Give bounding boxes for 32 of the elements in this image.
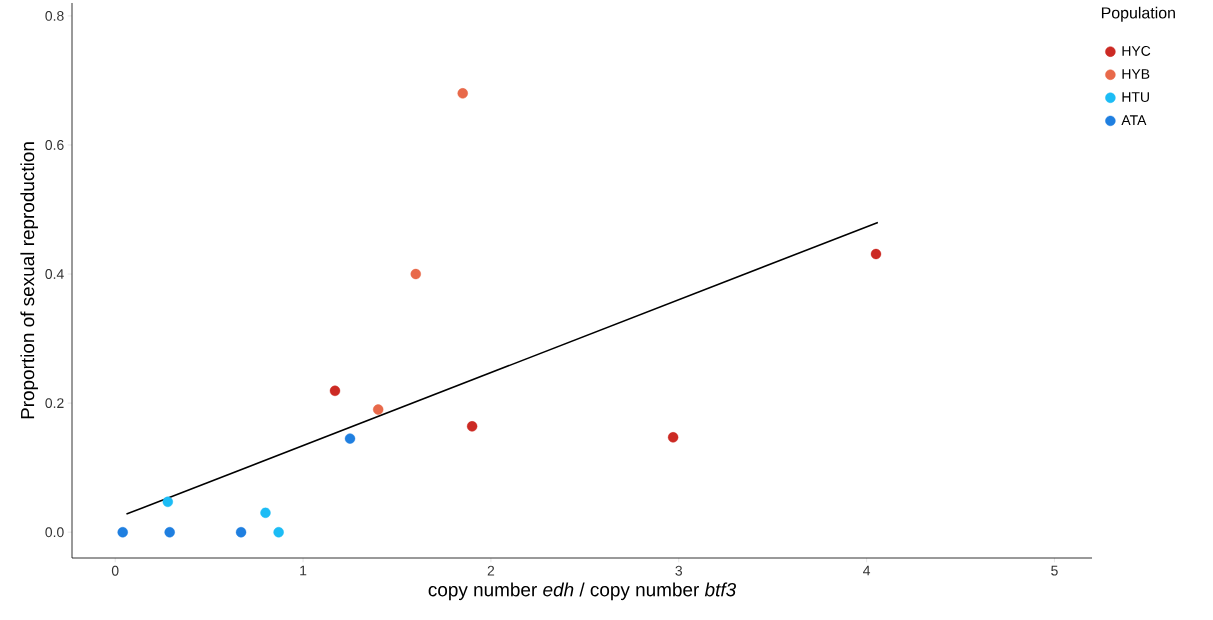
point <box>329 385 341 397</box>
y-tick-label: 0.4 <box>45 269 64 279</box>
x-tick-label: 1 <box>300 565 307 576</box>
point <box>273 527 284 538</box>
x-tick-label: 2 <box>487 565 495 576</box>
x-axis-title: copy number edh / copy number btf3 <box>428 582 736 601</box>
point <box>162 496 173 508</box>
point <box>235 527 247 538</box>
point <box>373 404 384 415</box>
y-tick-label: 0.2 <box>45 398 64 409</box>
point <box>457 88 468 99</box>
point <box>667 432 679 443</box>
x-tick-label: 4 <box>863 565 871 576</box>
x-tick-label: 5 <box>1051 565 1058 576</box>
legend-label: HTU <box>1122 92 1149 103</box>
y-tick-label: 0.8 <box>45 10 64 21</box>
legend-label: HYB <box>1122 69 1150 79</box>
y-tick-label: 0.0 <box>45 527 64 538</box>
y-axis-title: Proportion of sexual reproduction <box>20 142 38 419</box>
point <box>870 248 882 260</box>
point <box>260 507 271 518</box>
point <box>164 527 175 538</box>
y-tick-label: 0.6 <box>45 140 64 150</box>
legend-label: ATA <box>1121 115 1147 125</box>
point <box>410 268 421 280</box>
point <box>344 433 356 444</box>
x-tick-label: 3 <box>675 565 683 576</box>
x-tick-label: 0 <box>111 565 119 576</box>
legend-title: Population <box>1101 6 1175 22</box>
legend-label: HYC <box>1122 46 1151 56</box>
point <box>466 421 478 432</box>
point <box>117 527 128 538</box>
